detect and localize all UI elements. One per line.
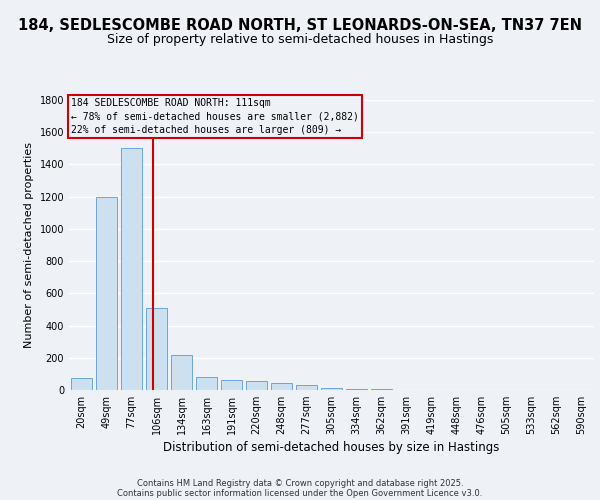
Bar <box>346 388 367 390</box>
Bar <box>96 196 117 390</box>
Bar <box>71 378 92 390</box>
Bar <box>246 381 267 390</box>
Bar <box>371 389 392 390</box>
Text: Contains HM Land Registry data © Crown copyright and database right 2025.: Contains HM Land Registry data © Crown c… <box>137 478 463 488</box>
Bar <box>221 380 242 390</box>
Bar <box>121 148 142 390</box>
Y-axis label: Number of semi-detached properties: Number of semi-detached properties <box>24 142 34 348</box>
Text: Size of property relative to semi-detached houses in Hastings: Size of property relative to semi-detach… <box>107 32 493 46</box>
Text: Contains public sector information licensed under the Open Government Licence v3: Contains public sector information licen… <box>118 488 482 498</box>
Bar <box>146 308 167 390</box>
Bar <box>171 354 192 390</box>
Bar <box>321 388 342 390</box>
Bar <box>296 386 317 390</box>
Text: 184 SEDLESCOMBE ROAD NORTH: 111sqm
← 78% of semi-detached houses are smaller (2,: 184 SEDLESCOMBE ROAD NORTH: 111sqm ← 78%… <box>71 98 359 135</box>
Text: 184, SEDLESCOMBE ROAD NORTH, ST LEONARDS-ON-SEA, TN37 7EN: 184, SEDLESCOMBE ROAD NORTH, ST LEONARDS… <box>18 18 582 32</box>
X-axis label: Distribution of semi-detached houses by size in Hastings: Distribution of semi-detached houses by … <box>163 442 500 454</box>
Bar <box>271 383 292 390</box>
Bar <box>196 377 217 390</box>
